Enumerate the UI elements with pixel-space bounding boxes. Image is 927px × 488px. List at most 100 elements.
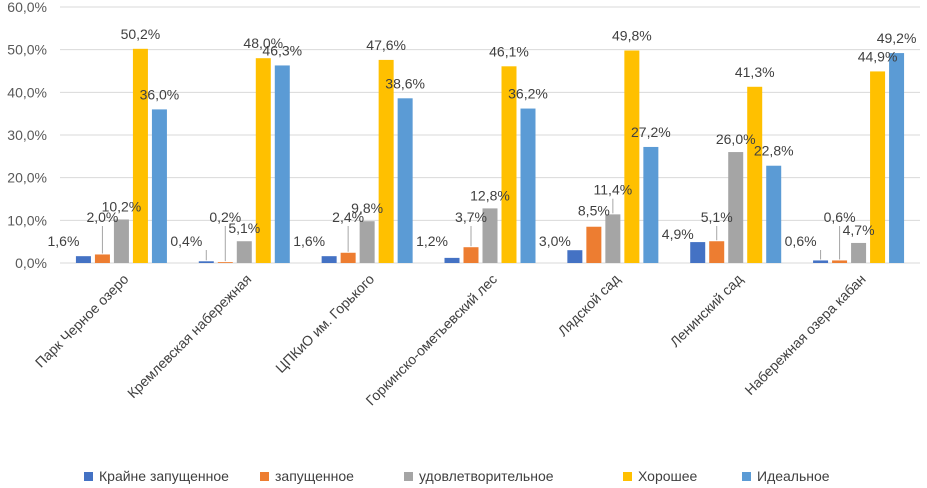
- data-label: 11,4%: [594, 182, 633, 198]
- bar: [397, 98, 413, 263]
- data-label: 49,8%: [612, 28, 652, 44]
- legend-label: Идеальное: [757, 468, 830, 484]
- y-tick-label: 40,0%: [7, 84, 47, 100]
- y-tick-label: 10,0%: [7, 212, 47, 228]
- data-label: 38,6%: [385, 75, 425, 91]
- bar: [340, 252, 356, 263]
- bar: [870, 71, 886, 263]
- bar: [605, 214, 621, 263]
- data-label: 36,2%: [508, 86, 548, 102]
- data-label: 8,5%: [578, 203, 610, 219]
- y-tick-label: 30,0%: [7, 127, 47, 143]
- bar: [132, 48, 148, 264]
- y-axis-ticks: 0,0% 10,0% 20,0% 30,0% 40,0% 50,0% 60,0%: [7, 0, 47, 271]
- bar: [501, 66, 517, 263]
- legend-swatch: [84, 472, 93, 481]
- bar: [520, 108, 536, 264]
- bar: [766, 165, 782, 263]
- data-label: 48,0%: [243, 35, 283, 51]
- y-tick-label: 50,0%: [7, 42, 47, 58]
- data-label: 41,3%: [735, 64, 775, 80]
- legend-swatch: [742, 472, 751, 481]
- bar: [113, 219, 129, 263]
- data-label: 10,2%: [102, 198, 142, 214]
- bar: [709, 241, 725, 263]
- data-label: 1,2%: [416, 233, 448, 249]
- bars: [75, 48, 905, 264]
- data-label: 0,2%: [209, 209, 241, 225]
- legend-label: запущенное: [275, 468, 354, 484]
- data-label: 3,0%: [539, 233, 571, 249]
- data-label: 2,4%: [332, 209, 364, 225]
- legend-label: Хорошее: [638, 468, 698, 484]
- data-label: 0,4%: [170, 233, 202, 249]
- data-labels: 1,6%2,0%10,2%50,2%36,0%0,4%0,2%5,1%48,0%…: [48, 26, 917, 249]
- data-label: 27,2%: [631, 124, 671, 140]
- category-label: Ленинский сад: [667, 271, 746, 350]
- bar: [236, 241, 252, 263]
- gridlines: [60, 6, 920, 264]
- bar: [274, 65, 290, 263]
- bar: [444, 257, 460, 263]
- data-label: 3,7%: [455, 209, 487, 225]
- bar: [94, 254, 110, 263]
- category-label: Лядской сад: [555, 271, 623, 339]
- data-label: 46,1%: [489, 43, 529, 59]
- category-label: Набережная озера кабан: [741, 271, 868, 398]
- data-label: 9,8%: [351, 200, 383, 216]
- bar: [482, 208, 498, 263]
- data-label: 4,7%: [843, 222, 875, 238]
- data-label: 2,0%: [86, 209, 118, 225]
- bar: [321, 256, 337, 263]
- bar: [624, 50, 640, 263]
- data-label: 26,0%: [716, 131, 756, 147]
- legend: Крайне запущенное запущенное удовлетворите…: [84, 468, 830, 484]
- y-tick-label: 20,0%: [7, 170, 47, 186]
- bar: [359, 221, 375, 263]
- data-label: 0,6%: [824, 209, 856, 225]
- bar: [198, 261, 214, 263]
- data-label: 44,9%: [858, 48, 898, 64]
- bar: [643, 146, 659, 263]
- bar: [889, 53, 905, 263]
- data-label: 22,8%: [754, 143, 794, 159]
- bar: [255, 58, 271, 264]
- data-label: 5,1%: [701, 209, 733, 225]
- data-label: 12,8%: [470, 187, 510, 203]
- bar: [75, 256, 91, 263]
- bar: [813, 260, 829, 263]
- data-label: 36,0%: [140, 86, 180, 102]
- data-label: 46,3%: [262, 42, 302, 58]
- bar: [217, 262, 233, 263]
- bar: [378, 59, 394, 264]
- bar: [851, 242, 867, 263]
- legend-swatch: [260, 472, 269, 481]
- data-label: 5,1%: [228, 220, 260, 236]
- bar: [151, 109, 167, 264]
- category-label: Парк Черное озеро: [32, 271, 132, 371]
- label-leader-lines: [101, 198, 841, 262]
- data-label: 0,6%: [785, 233, 817, 249]
- bar: [747, 86, 763, 263]
- data-label: 1,6%: [293, 233, 325, 249]
- data-label: 4,9%: [662, 226, 694, 242]
- legend-label: Крайне запущенное: [99, 468, 229, 484]
- legend-swatch: [623, 472, 632, 481]
- bar: [690, 242, 706, 263]
- data-label: 50,2%: [121, 26, 161, 42]
- category-label: Кремлевская набережная: [124, 271, 254, 401]
- bar: [567, 250, 583, 263]
- data-label: 1,6%: [48, 233, 80, 249]
- y-tick-label: 0,0%: [15, 255, 47, 271]
- category-label: Горкинско-ометьевский лес: [362, 271, 500, 409]
- bar: [832, 260, 848, 263]
- y-tick-label: 60,0%: [7, 0, 47, 15]
- bar: [586, 226, 602, 263]
- data-label: 49,2%: [877, 30, 917, 46]
- bar: [463, 247, 479, 263]
- legend-swatch: [404, 472, 413, 481]
- category-label: ЦПКиО им. Горького: [272, 271, 377, 376]
- bar: [728, 152, 744, 263]
